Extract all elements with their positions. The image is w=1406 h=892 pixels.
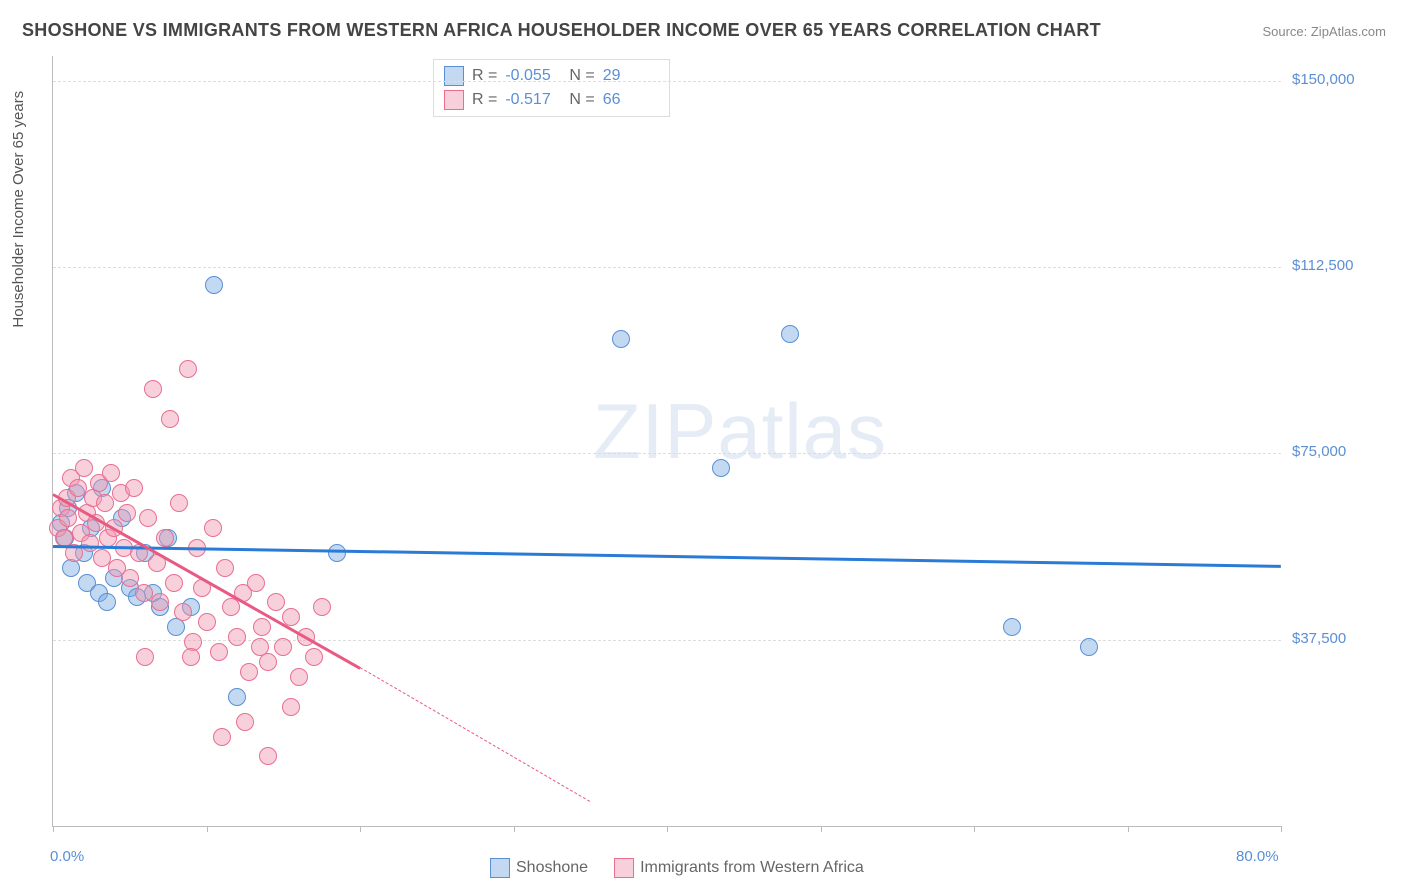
gridline	[53, 453, 1281, 454]
x-tick	[53, 826, 54, 832]
legend-item: Shoshone	[490, 858, 588, 878]
scatter-point	[274, 638, 292, 656]
scatter-point	[1003, 618, 1021, 636]
stats-R-value: -0.517	[505, 88, 561, 112]
stats-legend-row: R = -0.517 N = 66	[444, 88, 659, 112]
stats-R-label: R =	[472, 64, 497, 88]
x-tick	[514, 826, 515, 832]
watermark-thin: atlas	[717, 387, 887, 475]
scatter-point	[81, 534, 99, 552]
y-axis-label: Householder Income Over 65 years	[10, 91, 27, 328]
scatter-point	[213, 728, 231, 746]
trend-line	[360, 667, 591, 802]
scatter-point	[179, 360, 197, 378]
scatter-point	[247, 574, 265, 592]
stats-R-value: -0.055	[505, 64, 561, 88]
source-attribution: Source: ZipAtlas.com	[1262, 24, 1386, 39]
scatter-point	[290, 668, 308, 686]
x-tick	[207, 826, 208, 832]
x-tick	[1281, 826, 1282, 832]
x-tick	[360, 826, 361, 832]
gridline	[53, 267, 1281, 268]
scatter-point	[328, 544, 346, 562]
stats-N-value: 66	[603, 88, 659, 112]
x-tick	[1128, 826, 1129, 832]
correlation-stats-legend: R = -0.055 N = 29 R = -0.517 N = 66	[433, 59, 670, 117]
stats-N-label: N =	[569, 88, 594, 112]
scatter-point	[205, 276, 223, 294]
scatter-point	[156, 529, 174, 547]
x-tick	[821, 826, 822, 832]
scatter-point	[170, 494, 188, 512]
stats-legend-row: R = -0.055 N = 29	[444, 64, 659, 88]
scatter-point	[712, 459, 730, 477]
stats-N-label: N =	[569, 64, 594, 88]
scatter-point	[204, 519, 222, 537]
scatter-point	[251, 638, 269, 656]
series-legend: Shoshone Immigrants from Western Africa	[490, 858, 864, 878]
scatter-point	[253, 618, 271, 636]
scatter-point	[135, 584, 153, 602]
chart-title: SHOSHONE VS IMMIGRANTS FROM WESTERN AFRI…	[22, 20, 1101, 41]
legend-swatch	[444, 90, 464, 110]
source-link[interactable]: ZipAtlas.com	[1311, 24, 1386, 39]
trend-line	[53, 545, 1281, 568]
scatter-point	[136, 648, 154, 666]
scatter-point	[210, 643, 228, 661]
legend-label: Shoshone	[516, 859, 588, 876]
legend-swatch	[444, 66, 464, 86]
stats-R-label: R =	[472, 88, 497, 112]
scatter-point	[236, 713, 254, 731]
scatter-point	[144, 380, 162, 398]
scatter-point	[612, 330, 630, 348]
scatter-point	[182, 648, 200, 666]
source-label: Source:	[1262, 24, 1310, 39]
scatter-point	[118, 504, 136, 522]
x-tick	[667, 826, 668, 832]
scatter-point	[102, 464, 120, 482]
scatter-point	[282, 698, 300, 716]
y-tick-label: $150,000	[1292, 71, 1355, 88]
scatter-point	[121, 569, 139, 587]
scatter-point	[228, 688, 246, 706]
watermark: ZIPatlas	[593, 386, 887, 477]
x-tick-label-min: 0.0%	[50, 848, 84, 865]
scatter-point	[781, 325, 799, 343]
scatter-point	[198, 613, 216, 631]
stats-N-value: 29	[603, 64, 659, 88]
scatter-point	[305, 648, 323, 666]
legend-swatch	[490, 858, 510, 878]
scatter-point	[139, 509, 157, 527]
scatter-point	[313, 598, 331, 616]
scatter-point	[174, 603, 192, 621]
legend-item: Immigrants from Western Africa	[614, 858, 864, 878]
scatter-point	[75, 459, 93, 477]
y-tick-label: $37,500	[1292, 630, 1346, 647]
scatter-point	[151, 593, 169, 611]
scatter-point	[161, 410, 179, 428]
y-tick-label: $75,000	[1292, 443, 1346, 460]
gridline	[53, 81, 1281, 82]
y-tick-label: $112,500	[1292, 257, 1353, 274]
scatter-point	[165, 574, 183, 592]
scatter-point	[125, 479, 143, 497]
x-tick-label-max: 80.0%	[1236, 848, 1279, 865]
scatter-point	[228, 628, 246, 646]
scatter-point	[267, 593, 285, 611]
scatter-point	[259, 747, 277, 765]
legend-swatch	[614, 858, 634, 878]
scatter-point	[59, 509, 77, 527]
scatter-point	[98, 593, 116, 611]
scatter-point	[240, 663, 258, 681]
scatter-point	[216, 559, 234, 577]
scatter-point	[1080, 638, 1098, 656]
legend-label: Immigrants from Western Africa	[640, 859, 864, 876]
x-tick	[974, 826, 975, 832]
watermark-bold: ZIP	[593, 387, 717, 475]
scatter-plot-area: ZIPatlas R = -0.055 N = 29 R = -0.517 N = 66	[52, 56, 1281, 827]
